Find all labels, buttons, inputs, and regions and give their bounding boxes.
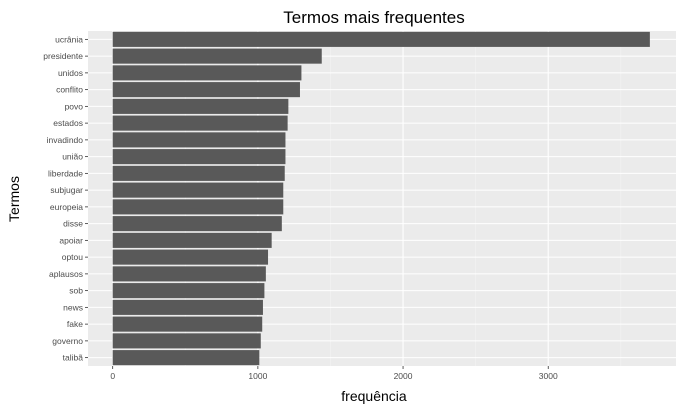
bar-ucrânia [112,31,650,47]
x-tick-label: 1000 [248,371,267,381]
y-tick-label: europeia [50,202,83,212]
bar-conflito [112,82,300,98]
y-tick-label: liberdade [48,168,83,178]
y-axis-ticks: ucrânia presidente unidos conflito povo estad… [43,34,88,363]
bar-news [112,299,263,315]
bar-presidente [112,48,322,64]
y-tick-label: invadindo [47,135,84,145]
y-tick-label: apoiar [59,235,83,245]
chart-title: Termos mais frequentes [283,8,464,27]
bar-talibã [112,350,260,366]
y-tick-label: talibã [63,353,84,363]
y-tick-label: disse [63,219,83,229]
y-tick-label: news [63,302,83,312]
y-tick-label: governo [52,336,83,346]
y-tick-label: sob [69,286,83,296]
x-axis-ticks: 0 1000 2000 3000 [110,366,558,381]
bar-sob [112,283,265,299]
x-tick-label: 2000 [394,371,413,381]
bars [112,31,650,366]
bar-disse [112,216,282,232]
y-tick-label: ucrânia [55,34,83,44]
y-tick-label: conflito [56,85,83,95]
y-tick-label: unidos [58,68,83,78]
bar-apoiar [112,232,272,248]
y-tick-label: optou [62,252,84,262]
bar-aplausos [112,266,266,282]
y-tick-label: povo [65,101,84,111]
bar-subjugar [112,182,284,198]
x-tick-label: 3000 [539,371,558,381]
bar-unidos [112,65,302,81]
bar-união [112,149,286,165]
y-tick-label: subjugar [50,185,83,195]
bar-povo [112,98,289,114]
y-tick-label: aplausos [49,269,83,279]
bar-fake [112,316,263,332]
y-tick-label: união [62,152,83,162]
y-tick-label: presidente [43,51,83,61]
bar-optou [112,249,269,265]
bar-invadindo [112,132,286,148]
y-axis-title: Termos [6,176,22,222]
plot-panel [88,31,676,366]
bar-estados [112,115,288,131]
x-tick-label: 0 [110,371,115,381]
x-axis-title: frequência [341,388,407,404]
bar-liberdade [112,165,285,181]
y-tick-label: fake [67,319,83,329]
bar-europeia [112,199,284,215]
bar-governo [112,333,261,349]
y-tick-label: estados [53,118,83,128]
